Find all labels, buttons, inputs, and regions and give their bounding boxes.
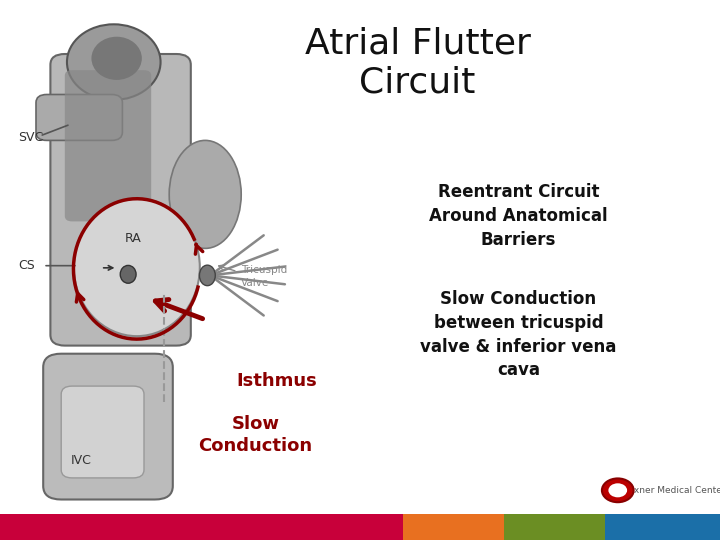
FancyBboxPatch shape [61, 386, 144, 478]
Text: Isthmus: Isthmus [237, 372, 318, 390]
Bar [403, 514, 504, 540]
Text: Wexner Medical Center: Wexner Medical Center [621, 486, 720, 495]
Ellipse shape [169, 140, 241, 248]
Bar [0, 514, 403, 540]
FancyBboxPatch shape [65, 70, 151, 221]
FancyBboxPatch shape [43, 354, 173, 500]
Ellipse shape [74, 199, 200, 336]
Text: Slow
Conduction: Slow Conduction [199, 415, 312, 455]
Bar [605, 514, 720, 540]
Ellipse shape [91, 37, 142, 80]
Circle shape [608, 483, 627, 497]
Text: Tricuspid
Valve: Tricuspid Valve [241, 265, 287, 288]
Text: CS: CS [18, 259, 35, 272]
Text: Slow Conduction
between tricuspid
valve & inferior vena
cava: Slow Conduction between tricuspid valve … [420, 291, 616, 379]
Text: Atrial Flutter
Circuit: Atrial Flutter Circuit [305, 27, 531, 99]
Ellipse shape [120, 265, 136, 283]
Text: RA: RA [125, 232, 142, 245]
FancyBboxPatch shape [50, 54, 191, 346]
Bar [504, 514, 605, 540]
Ellipse shape [199, 265, 215, 286]
FancyBboxPatch shape [36, 94, 122, 140]
Text: Reentrant Circuit
Around Anatomical
Barriers: Reentrant Circuit Around Anatomical Barr… [429, 184, 608, 248]
Ellipse shape [67, 24, 161, 100]
Text: IVC: IVC [71, 454, 91, 467]
Circle shape [602, 478, 634, 502]
Text: SVC: SVC [18, 131, 43, 144]
